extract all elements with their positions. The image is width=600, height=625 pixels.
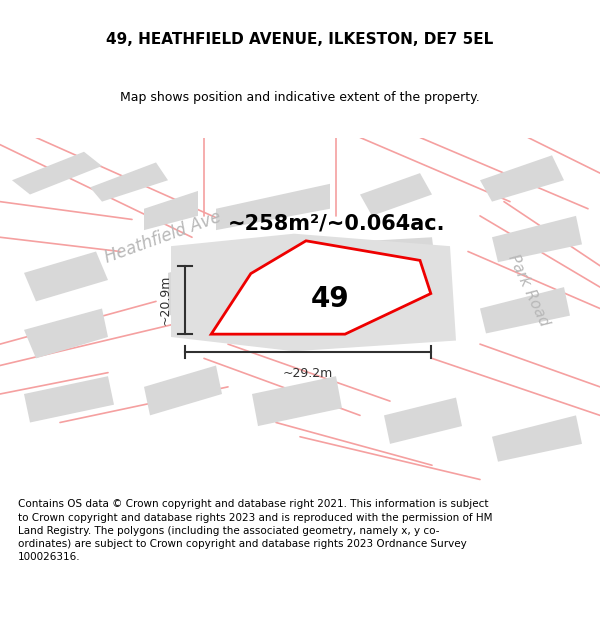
Text: Contains OS data © Crown copyright and database right 2021. This information is : Contains OS data © Crown copyright and d… [18, 499, 493, 562]
Polygon shape [384, 398, 462, 444]
Text: Map shows position and indicative extent of the property.: Map shows position and indicative extent… [120, 91, 480, 104]
Polygon shape [168, 251, 252, 316]
Polygon shape [90, 162, 168, 202]
Polygon shape [252, 376, 342, 426]
Text: Park Road: Park Road [505, 253, 551, 329]
Text: 49, HEATHFIELD AVENUE, ILKESTON, DE7 5EL: 49, HEATHFIELD AVENUE, ILKESTON, DE7 5EL [106, 32, 494, 47]
Polygon shape [180, 238, 444, 337]
Polygon shape [24, 376, 114, 423]
Polygon shape [480, 156, 564, 202]
Polygon shape [480, 287, 570, 334]
Polygon shape [276, 273, 348, 330]
Polygon shape [211, 241, 431, 334]
Polygon shape [24, 309, 108, 358]
Polygon shape [144, 366, 222, 416]
Text: ~29.2m: ~29.2m [283, 367, 333, 380]
Text: Heathfield Ave: Heathfield Ave [102, 208, 223, 267]
Text: 49: 49 [311, 284, 349, 312]
Polygon shape [12, 152, 102, 194]
Polygon shape [144, 191, 198, 230]
Polygon shape [24, 251, 108, 301]
Text: ~258m²/~0.064ac.: ~258m²/~0.064ac. [228, 214, 445, 234]
Polygon shape [492, 216, 582, 262]
Polygon shape [171, 234, 456, 351]
Polygon shape [216, 184, 330, 230]
Polygon shape [492, 416, 582, 462]
Text: ~20.9m: ~20.9m [158, 275, 172, 325]
Polygon shape [360, 173, 432, 216]
